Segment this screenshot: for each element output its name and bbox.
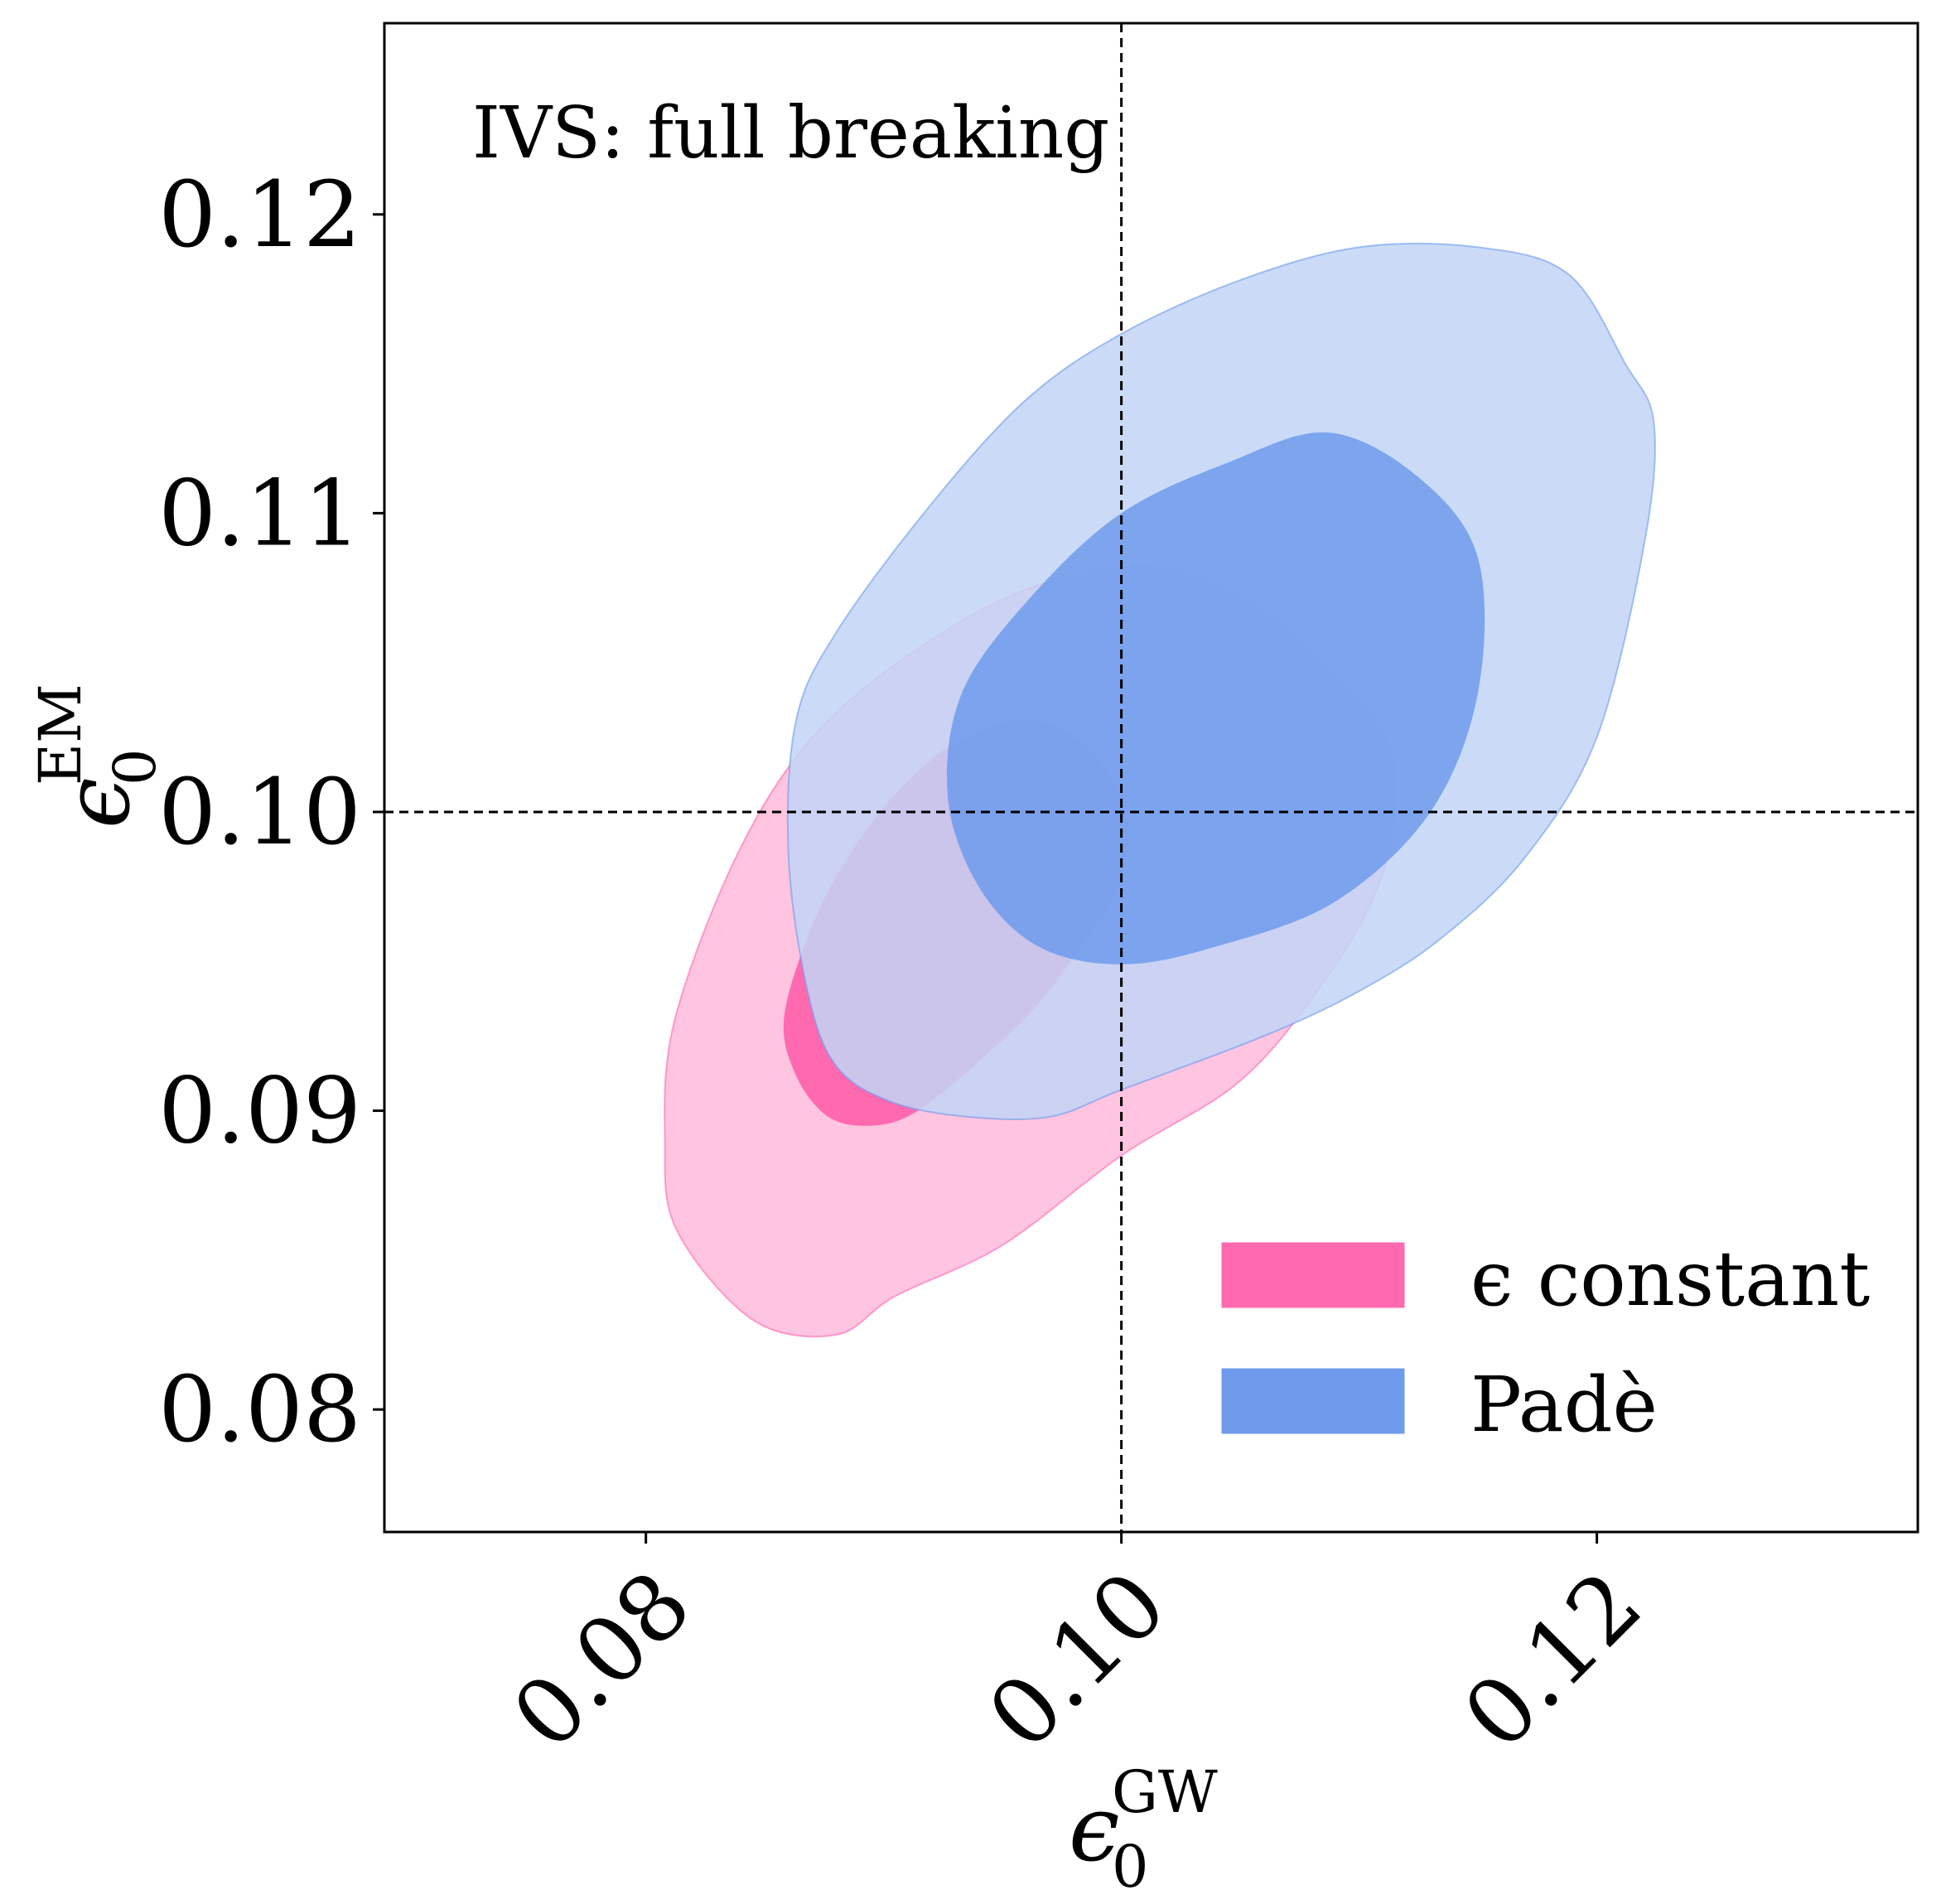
y-tick-label: 0.09 — [158, 1058, 361, 1164]
x-axis-subscript: 0 — [1112, 1833, 1149, 1901]
contour-layer — [664, 242, 1656, 1338]
y-axis-superscript: EM — [27, 684, 94, 785]
plot-frame — [383, 22, 1919, 1534]
legend: ϵ constant Padè — [1221, 1235, 1870, 1449]
y-tick-label: 0.10 — [158, 759, 361, 865]
x-axis-title: ϵ GW 0 — [1069, 1758, 1218, 1901]
legend-swatch-epsilon-constant — [1221, 1242, 1405, 1308]
y-tick-label: 0.12 — [158, 162, 361, 268]
y-tick-label: 0.11 — [158, 460, 361, 566]
legend-swatch-pade — [1221, 1368, 1405, 1434]
reference-lines — [384, 23, 1918, 1532]
x-axis-symbol: ϵ — [1069, 1776, 1120, 1882]
y-axis-subscript: 0 — [101, 748, 169, 785]
legend-label-pade: Padè — [1470, 1360, 1658, 1449]
y-axis-symbol: ϵ — [44, 777, 150, 829]
x-axis-superscript: GW — [1112, 1758, 1218, 1826]
y-tick-label: 0.08 — [158, 1356, 361, 1462]
x-tick-label: 0.12 — [1443, 1551, 1662, 1770]
chart-annotation: IVS: full breaking — [472, 92, 1109, 175]
contour-inner-pade — [947, 432, 1485, 964]
y-axis-title: ϵ EM 0 — [27, 684, 169, 829]
legend-label-epsilon-constant: ϵ constant — [1470, 1235, 1870, 1323]
axis-ticks: 0.08 0.09 0.10 0.11 0.12 0.08 0.10 0.12 — [158, 162, 1662, 1770]
x-tick-label: 0.10 — [968, 1551, 1186, 1770]
x-tick-label: 0.08 — [492, 1551, 711, 1770]
